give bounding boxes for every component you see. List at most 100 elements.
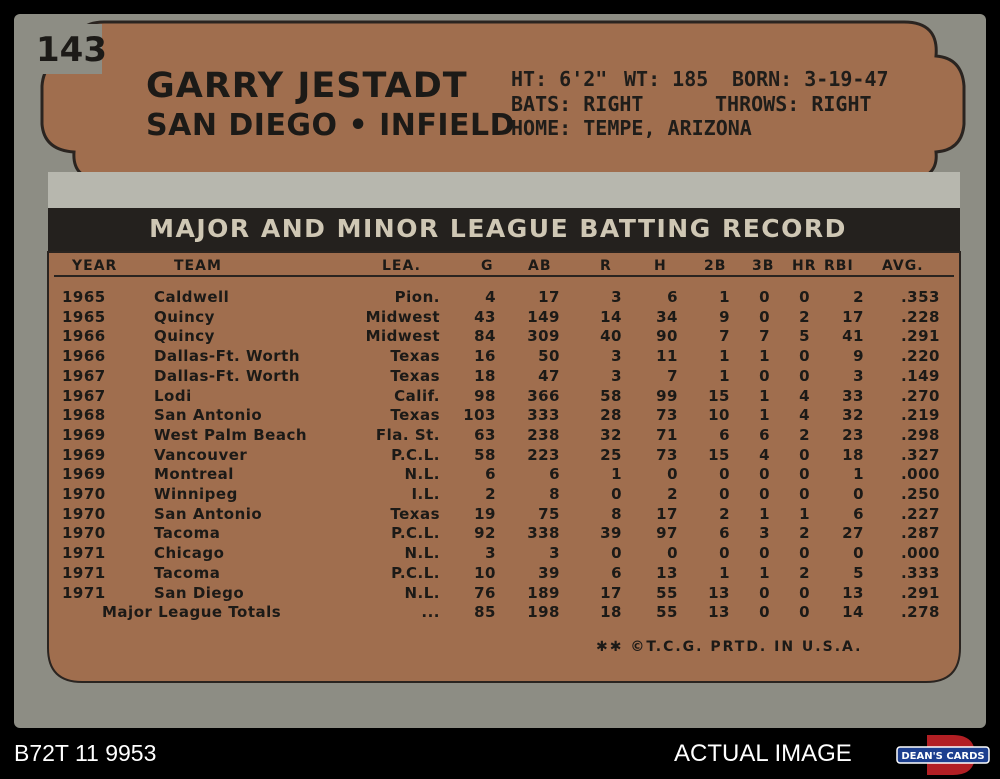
table-cell-b3: 0 (759, 366, 770, 385)
table-cell-g: 16 (474, 347, 496, 366)
table-cell-b2: 15 (708, 386, 730, 405)
table-cell-avg: .219 (900, 406, 940, 425)
table-cell-b3: 4 (759, 445, 770, 464)
table-cell-hr: 2 (799, 524, 810, 543)
table-cell-hr: 0 (799, 485, 810, 503)
table-cell-h: 71 (656, 425, 678, 444)
table-cell-hr: 4 (799, 386, 810, 405)
table-cell-r: 39 (600, 524, 622, 543)
table-cell-rbi: 23 (842, 425, 864, 444)
table-cell-g: 98 (474, 386, 496, 405)
table-cell-r: 3 (611, 347, 622, 366)
table-cell-h: 11 (656, 347, 678, 366)
table-cell-ab: 39 (538, 563, 560, 582)
table-cell-avg: .149 (900, 366, 940, 385)
table-cell-year: 1967 (62, 366, 106, 385)
table-cell-ab: 149 (527, 307, 560, 326)
record-title: MAJOR AND MINOR LEAGUE BATTING RECORD (149, 214, 847, 243)
table-cell-lea: P.C.L. (391, 445, 440, 464)
table-cell-b3: 7 (759, 327, 770, 346)
table-cell-h: 90 (656, 327, 678, 346)
table-cell-g: 103 (463, 406, 496, 425)
table-cell-rbi: 32 (842, 406, 864, 425)
light-stripe (48, 172, 960, 208)
table-cell-r: 40 (600, 327, 622, 346)
table-cell-b3: 1 (759, 386, 770, 405)
totals-cell-r: 18 (600, 603, 622, 622)
table-cell-hr: 0 (799, 366, 810, 385)
table-cell-lea: Pion. (394, 288, 440, 306)
table-cell-b2: 1 (719, 347, 730, 366)
table-cell-team: Dallas-Ft. Worth (154, 347, 301, 366)
table-cell-lea: Texas (390, 504, 440, 523)
table-cell-hr: 0 (799, 583, 810, 602)
table-cell-b3: 0 (759, 485, 770, 503)
table-cell-h: 17 (656, 504, 678, 523)
baseball-card-back: 143 GARRY JESTADT SAN DIEGO • INFIELD HT… (14, 14, 986, 728)
table-cell-avg: .298 (900, 425, 940, 444)
table-cell-avg: .000 (900, 465, 940, 484)
table-cell-rbi: 18 (842, 445, 864, 464)
table-cell-g: 58 (474, 445, 496, 464)
table-cell-lea: Midwest (365, 327, 440, 346)
table-cell-r: 6 (611, 563, 622, 582)
table-cell-hr: 2 (799, 425, 810, 444)
table-cell-ab: 75 (538, 504, 560, 523)
column-header: RBI (824, 258, 854, 274)
table-cell-ab: 3 (549, 544, 560, 563)
table-cell-lea: N.L. (404, 544, 440, 563)
table-cell-b3: 1 (759, 504, 770, 523)
totals-cell-rbi: 14 (842, 603, 864, 622)
table-cell-b2: 1 (719, 563, 730, 582)
table-cell-h: 0 (667, 544, 678, 563)
table-cell-hr: 1 (799, 504, 810, 523)
player-name: GARRY JESTADT (146, 66, 468, 106)
table-cell-ab: 238 (527, 425, 560, 444)
table-cell-b3: 0 (759, 307, 770, 326)
table-cell-team: Quincy (154, 327, 215, 346)
table-cell-avg: .220 (900, 347, 940, 366)
table-cell-b3: 0 (759, 288, 770, 306)
table-cell-g: 4 (485, 288, 496, 306)
table-cell-h: 2 (667, 485, 678, 503)
totals-cell-h: 55 (656, 603, 678, 622)
column-header: 2B (704, 258, 727, 274)
table-cell-rbi: 2 (853, 288, 864, 306)
table-cell-rbi: 1 (853, 465, 864, 484)
table-cell-team: Winnipeg (154, 485, 238, 503)
totals-cell-hr: 0 (799, 603, 810, 622)
column-header: 3B (752, 258, 775, 274)
table-cell-ab: 47 (538, 366, 560, 385)
table-cell-avg: .270 (900, 386, 940, 405)
table-cell-b2: 15 (708, 445, 730, 464)
card-number: 143 (36, 30, 107, 70)
table-cell-team: Tacoma (154, 524, 221, 543)
table-cell-g: 3 (485, 544, 496, 563)
card-number-tab (28, 24, 102, 74)
table-cell-b2: 9 (719, 307, 730, 326)
table-cell-lea: Calif. (394, 386, 440, 405)
table-cell-avg: .291 (900, 583, 940, 602)
table-cell-hr: 0 (799, 445, 810, 464)
table-cell-b3: 3 (759, 524, 770, 543)
table-cell-rbi: 0 (853, 485, 864, 503)
table-cell-r: 58 (600, 386, 622, 405)
table-cell-team: San Antonio (154, 504, 263, 523)
table-cell-year: 1966 (62, 347, 106, 366)
bio-throws: THROWS: RIGHT (715, 92, 872, 116)
table-cell-rbi: 27 (842, 524, 864, 543)
column-header: H (654, 258, 667, 274)
table-cell-year: 1965 (62, 307, 106, 326)
table-cell-avg: .287 (900, 524, 940, 543)
table-cell-r: 32 (600, 425, 622, 444)
table-cell-b2: 0 (719, 544, 730, 563)
table-cell-avg: .291 (900, 327, 940, 346)
table-cell-ab: 309 (527, 327, 560, 346)
table-cell-b3: 6 (759, 425, 770, 444)
column-header: G (481, 258, 494, 274)
table-body (47, 251, 961, 683)
table-cell-b2: 0 (719, 465, 730, 484)
table-cell-rbi: 5 (853, 563, 864, 582)
table-cell-team: Montreal (154, 465, 234, 484)
column-header: HR (792, 258, 817, 274)
